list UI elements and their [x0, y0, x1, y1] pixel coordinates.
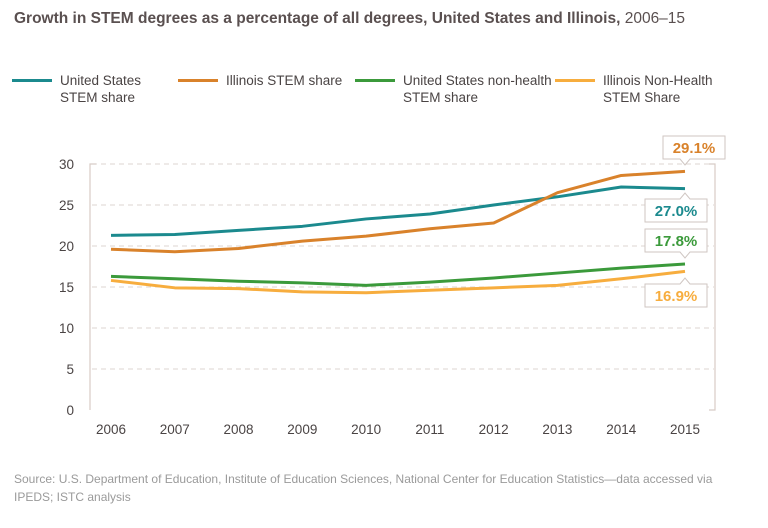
y-tick-label: 15: [59, 280, 74, 295]
x-tick-label: 2007: [160, 422, 190, 437]
x-tick-label: 2012: [479, 422, 509, 437]
legend-label: United States STEM share: [60, 73, 142, 105]
series-line-0: [110, 185, 686, 237]
legend-label: Illinois Non-Health STEM Share: [603, 73, 713, 105]
callout-box: [644, 277, 708, 308]
y-axis-line: [89, 163, 96, 410]
x-tick-label: 2014: [606, 422, 637, 437]
right-bracket: [709, 163, 716, 411]
y-tick-label: 5: [66, 362, 74, 377]
y-tick-label: 25: [59, 198, 74, 213]
callout-label: 27.0%: [655, 203, 698, 220]
callout-0: 27.0%: [644, 192, 708, 223]
legend-label: Illinois STEM share: [226, 73, 343, 88]
y-tick-label: 0: [66, 403, 74, 418]
callout-1: 29.1%: [662, 135, 726, 166]
series-line-3: [110, 269, 686, 295]
x-tick-label: 2013: [542, 422, 572, 437]
x-tick-label: 2015: [670, 422, 700, 437]
legend-label: United States non-health STEM share: [403, 73, 552, 105]
x-tick-label: 2008: [224, 422, 254, 437]
x-tick-label: 2011: [415, 422, 444, 437]
y-tick-label: 10: [59, 321, 74, 336]
chart-title: Growth in STEM degrees as a percentage o…: [14, 10, 685, 28]
legend-swatch: [555, 79, 595, 82]
callout-2: 17.8%: [644, 228, 708, 259]
y-tick-label: 20: [59, 239, 74, 254]
callout-label: 16.9%: [655, 288, 698, 305]
x-tick-label: 2010: [351, 422, 381, 437]
legend-swatch: [12, 79, 52, 82]
series-line-2: [110, 262, 686, 287]
legend-swatch: [355, 79, 395, 82]
legend-swatch: [178, 79, 218, 82]
source-note: Source: U.S. Department of Education, In…: [14, 472, 713, 504]
callout-box: [644, 228, 708, 259]
callout-label: 17.8%: [655, 233, 698, 250]
callout-3: 16.9%: [644, 277, 708, 308]
callout-label: 29.1%: [673, 140, 716, 157]
callout-box: [644, 192, 708, 223]
title-years: 2006–15: [624, 10, 686, 27]
x-tick-label: 2009: [287, 422, 317, 437]
callout-box: [662, 135, 726, 166]
x-tick-label: 2006: [96, 422, 126, 437]
title-main: Growth in STEM degrees as a percentage o…: [14, 10, 621, 27]
series-line-1: [110, 169, 686, 254]
y-tick-label: 30: [59, 157, 74, 172]
